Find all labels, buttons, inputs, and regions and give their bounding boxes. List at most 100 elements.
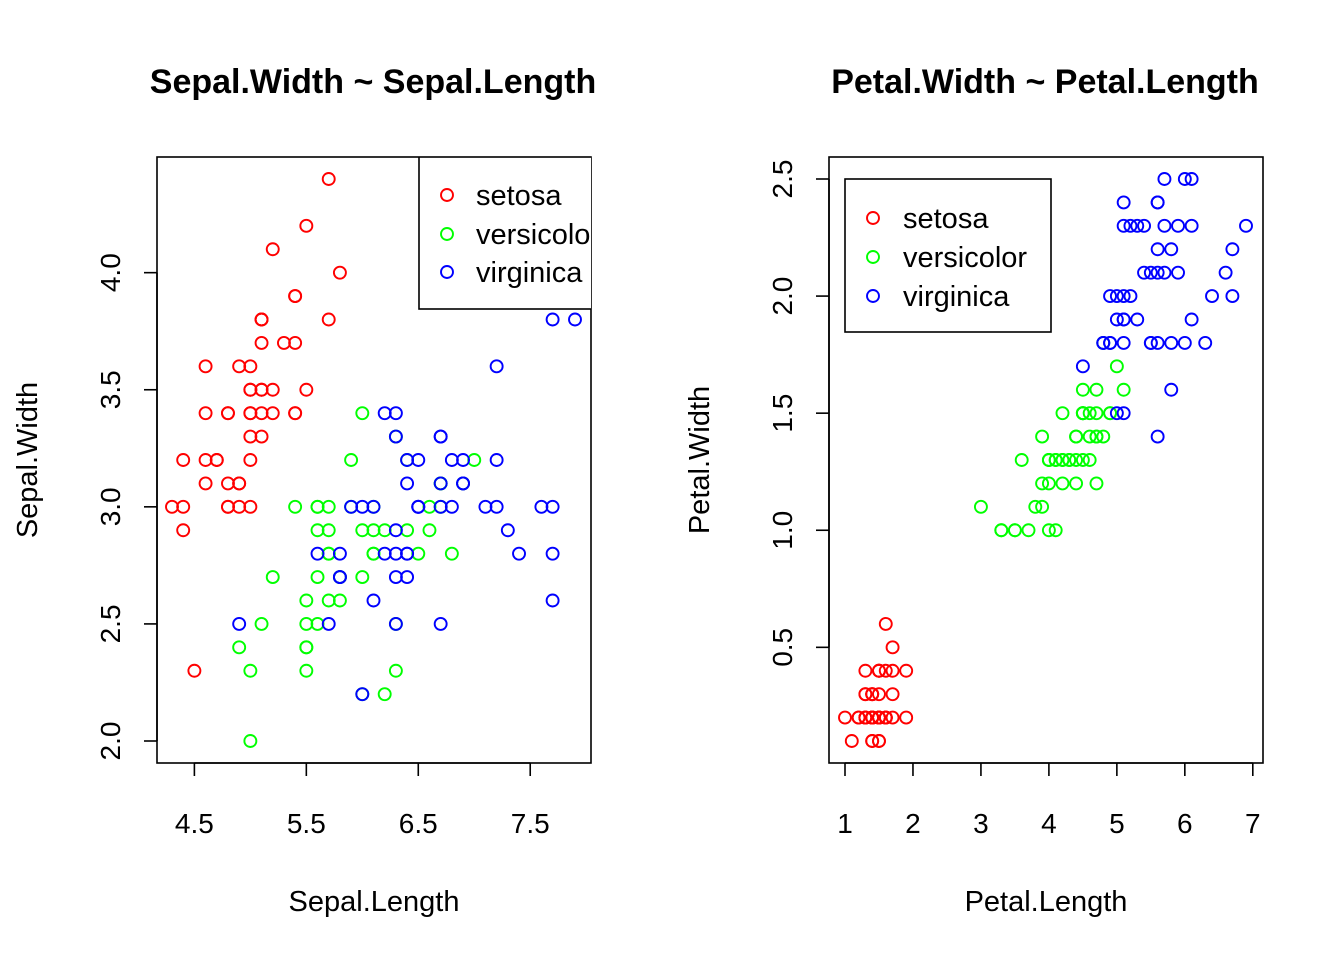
data-point-setosa — [858, 710, 873, 725]
data-point-setosa — [187, 663, 202, 678]
data-point-virginica — [456, 476, 471, 491]
data-point-virginica — [366, 499, 381, 514]
data-point-setosa — [288, 406, 303, 421]
data-point-virginica — [1150, 242, 1165, 257]
data-point-setosa — [276, 335, 291, 350]
data-point-virginica — [478, 499, 493, 514]
data-point-versicolor — [1089, 429, 1104, 444]
data-point-virginica — [545, 499, 560, 514]
chart-panel: Petal.Width ~ Petal.Length Petal.Length Pe… — [684, 63, 1264, 918]
data-point-versicolor — [467, 453, 482, 467]
data-point-versicolor — [265, 570, 280, 585]
data-point-virginica — [1171, 265, 1185, 280]
data-point-versicolor — [310, 523, 325, 538]
data-point-setosa — [321, 312, 336, 327]
data-point-virginica — [545, 312, 560, 327]
data-point-versicolor — [1089, 476, 1104, 491]
data-point-virginica — [1150, 265, 1165, 280]
data-point-setosa — [243, 382, 258, 397]
y-axis-label: Sepal.Width — [12, 382, 44, 538]
data-point-virginica — [1184, 218, 1199, 233]
x-tick-label: 6 — [1177, 808, 1193, 839]
data-point-setosa — [844, 734, 859, 748]
data-point-versicolor — [444, 546, 459, 561]
data-point-setosa — [851, 710, 866, 725]
data-point-versicolor — [1048, 523, 1063, 538]
data-point-virginica — [1116, 218, 1131, 233]
data-point-virginica — [489, 359, 504, 374]
y-tick-label: 2.5 — [95, 604, 126, 643]
data-point-versicolor — [1075, 453, 1090, 467]
data-point-versicolor — [310, 616, 325, 631]
data-point-virginica — [1096, 335, 1111, 350]
data-point-versicolor — [1096, 429, 1111, 444]
data-point-virginica — [489, 499, 504, 514]
data-point-setosa — [254, 429, 269, 444]
legend-label-setosa: setosa — [476, 180, 562, 212]
data-point-virginica — [400, 546, 415, 561]
data-point-virginica — [1198, 335, 1213, 350]
data-point-virginica — [411, 499, 426, 514]
data-point-setosa — [221, 406, 235, 421]
legend-label-versicolor: versicolor — [476, 219, 600, 251]
data-point-virginica — [1150, 429, 1165, 444]
x-tick-label: 4 — [1041, 808, 1057, 839]
data-point-versicolor — [1082, 406, 1097, 421]
data-point-virginica — [568, 312, 582, 327]
legend-label-virginica: virginica — [476, 257, 583, 289]
data-point-setosa — [865, 734, 880, 748]
data-point-virginica — [1143, 265, 1158, 280]
data-point-versicolor — [310, 499, 325, 514]
data-point-versicolor — [1055, 453, 1070, 467]
data-point-virginica — [1103, 335, 1118, 350]
data-point-versicolor — [1075, 406, 1090, 421]
data-point-versicolor — [332, 593, 347, 608]
data-point-versicolor — [1035, 476, 1050, 491]
data-point-virginica — [1205, 289, 1219, 304]
data-point-versicolor — [994, 523, 1009, 538]
data-point-versicolor — [1082, 429, 1097, 444]
data-point-setosa — [232, 499, 247, 514]
data-point-versicolor — [355, 523, 370, 538]
data-point-setosa — [899, 710, 914, 725]
data-point-virginica — [456, 453, 471, 467]
data-point-virginica — [444, 453, 459, 467]
data-point-versicolor — [411, 546, 426, 561]
data-point-versicolor — [377, 523, 392, 538]
data-point-virginica — [1075, 359, 1090, 374]
legend-marker-virginica — [440, 265, 454, 279]
data-point-virginica — [1137, 218, 1152, 233]
data-point-setosa — [299, 218, 314, 233]
data-point-setosa — [209, 453, 224, 467]
data-point-setosa — [878, 710, 893, 725]
data-point-virginica — [534, 499, 549, 514]
data-point-versicolor — [321, 546, 336, 561]
data-point-versicolor — [1089, 382, 1104, 397]
data-point-virginica — [1164, 335, 1179, 350]
data-point-virginica — [1116, 195, 1131, 210]
data-point-versicolor — [1041, 523, 1056, 538]
data-point-virginica — [232, 616, 247, 631]
data-point-versicolor — [243, 734, 258, 748]
data-point-virginica — [545, 546, 560, 561]
data-point-virginica — [1143, 335, 1158, 350]
legend-label-virginica: virginica — [903, 281, 1010, 313]
data-point-versicolor — [366, 546, 381, 561]
data-point-setosa — [878, 663, 893, 678]
data-point-versicolor — [1055, 406, 1070, 421]
data-point-versicolor — [310, 570, 325, 585]
data-point-virginica — [433, 476, 448, 491]
data-point-setosa — [321, 172, 336, 186]
data-point-virginica — [1116, 335, 1131, 350]
data-point-versicolor — [254, 616, 269, 631]
data-point-virginica — [388, 429, 403, 444]
data-point-virginica — [1239, 218, 1253, 233]
data-point-setosa — [885, 663, 900, 678]
data-point-setosa — [243, 429, 258, 444]
x-tick-label: 3 — [973, 808, 989, 839]
points-layer — [838, 172, 1253, 748]
data-point-virginica — [489, 453, 504, 467]
data-point-setosa — [899, 663, 914, 678]
legend-marker-setosa — [866, 211, 880, 225]
data-point-setosa — [254, 406, 269, 421]
